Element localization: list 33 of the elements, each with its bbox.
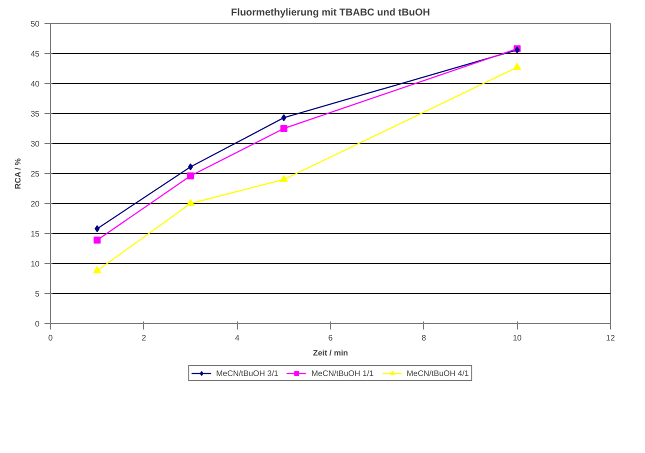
x-tick-label: 12 [606,334,616,342]
point [94,236,101,244]
x-tick-label: 2 [142,334,147,342]
y-tick-label: 10 [30,260,40,268]
y-tick-label: 50 [30,20,40,28]
y-tick-label: 30 [30,140,40,148]
x-tick-label: 8 [422,334,427,342]
y-tick-label: 40 [30,80,40,88]
point [513,62,522,70]
legend-label: MeCN/tBuOH 3/1 [216,368,278,378]
point [186,198,194,206]
point [94,225,100,232]
y-tick-label: 5 [35,290,40,298]
x-tick-label: 10 [512,334,522,342]
legend-label: MeCN/tBuOH 4/1 [406,368,469,378]
point [280,174,288,182]
y-tick-label: 35 [30,110,40,118]
point [281,114,286,122]
x-tick-label: 6 [328,334,334,342]
legend-label: MeCN/tBuOH 1/1 [311,368,374,378]
point [280,125,288,132]
y-tick-label: 15 [30,230,40,238]
point [93,266,102,274]
x-tick-label: 4 [234,334,240,342]
y-axis-title: RCA / % [14,158,23,190]
y-tick-label: 25 [30,170,40,178]
point [187,172,194,180]
y-tick-label: 20 [30,200,40,208]
x-axis-title: Zeit / min [312,348,348,358]
y-tick-label: 0 [35,320,40,328]
y-tick-label: 45 [30,50,40,58]
chart-title: Fluormethylierung mit TBABC und tBuOH [231,8,430,18]
x-tick-label: 0 [48,334,54,342]
